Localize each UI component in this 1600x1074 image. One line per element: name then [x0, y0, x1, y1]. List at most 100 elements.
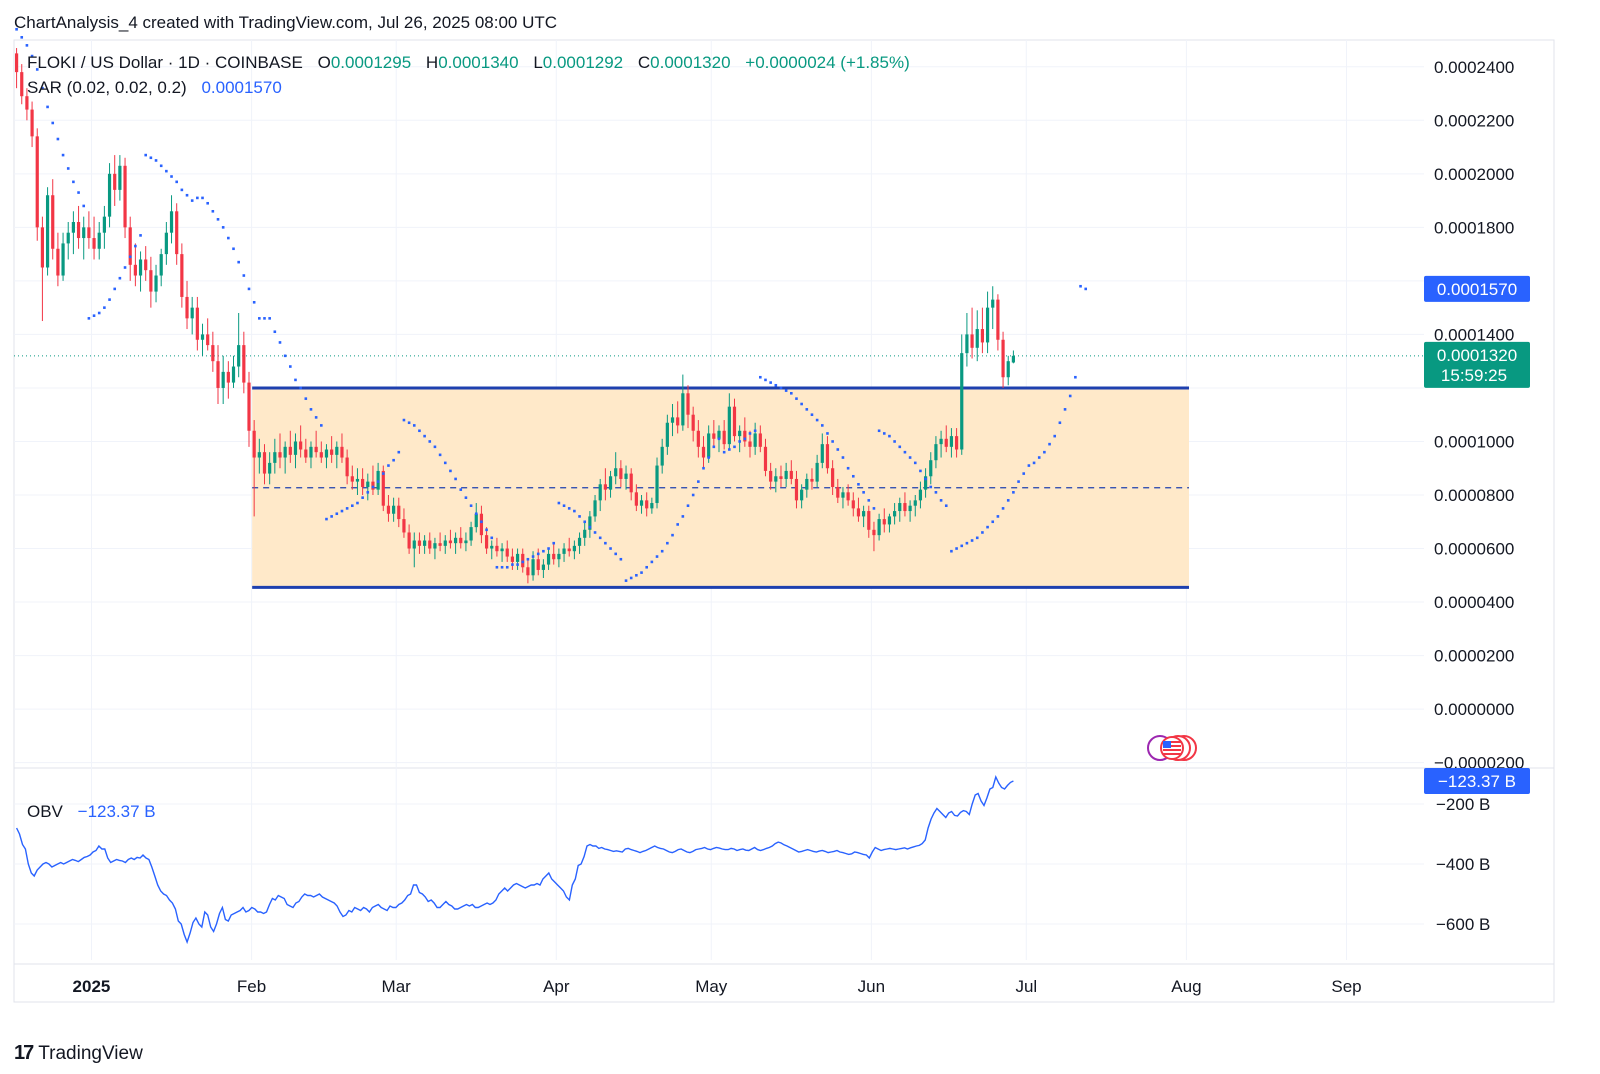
sar-dot — [542, 549, 545, 553]
candle — [743, 417, 747, 447]
obv-legend[interactable]: OBV −123.37 B — [27, 802, 156, 822]
candle — [169, 195, 174, 244]
candle-body — [562, 548, 566, 554]
sar-dot — [738, 440, 741, 443]
candle — [882, 508, 886, 533]
candle-body — [805, 478, 809, 490]
candle-body — [154, 275, 158, 292]
candle-body — [908, 505, 912, 512]
symbol-title[interactable]: FLOKI / US Dollar · 1D · COINBASE — [27, 53, 303, 72]
candle-body — [231, 366, 236, 383]
obv-tick-label: −600 B — [1436, 915, 1490, 934]
candle-body — [825, 444, 830, 469]
candle-body — [526, 567, 530, 576]
candle — [443, 535, 447, 554]
candle — [515, 548, 520, 570]
candle — [722, 420, 726, 450]
flag-canton — [1163, 741, 1171, 748]
candle — [366, 473, 370, 501]
candle-body — [87, 227, 91, 239]
candle-body — [877, 519, 881, 536]
candle — [484, 527, 489, 554]
obv-label-bg — [1424, 768, 1530, 795]
candle-body — [185, 296, 189, 319]
candle-body — [536, 559, 540, 570]
candle-body — [660, 446, 664, 466]
candle-body — [856, 508, 861, 517]
sar-dot — [206, 201, 209, 205]
candle-body — [366, 481, 370, 487]
sar-dot — [800, 402, 803, 406]
candle — [30, 101, 34, 148]
price-tick-label: 0.0000600 — [1434, 540, 1514, 559]
candle — [908, 500, 912, 522]
candle — [810, 468, 814, 490]
pane-border — [13, 39, 1555, 1003]
candle — [262, 444, 267, 485]
candle — [376, 462, 380, 495]
candle-body — [361, 478, 365, 487]
sar-dot — [66, 167, 70, 170]
candle-body — [629, 473, 633, 493]
sar-dot — [934, 491, 938, 494]
time-axis[interactable]: 2025 Feb Mar Apr May Jun Jul Aug Sep — [73, 977, 1362, 996]
economic-events[interactable] — [1147, 735, 1197, 761]
sar-dot — [790, 391, 793, 395]
candle — [237, 313, 241, 378]
sar-dot — [717, 437, 721, 441]
candle — [836, 478, 840, 504]
candle-body — [975, 329, 979, 348]
candle — [133, 243, 137, 287]
symbol-legend[interactable]: FLOKI / US Dollar · 1D · COINBASE O0.000… — [27, 53, 910, 73]
sar-dot — [97, 311, 101, 315]
candle — [61, 232, 65, 281]
candle — [985, 291, 990, 354]
candle-body — [789, 470, 793, 479]
candle — [1011, 350, 1015, 364]
candle — [624, 465, 628, 490]
candle-body — [557, 553, 561, 560]
candle — [769, 462, 773, 490]
candle-body — [66, 232, 70, 244]
candle-body — [619, 468, 623, 479]
candle-body — [831, 468, 835, 487]
sar-dot — [407, 421, 411, 425]
sar-dot — [531, 555, 535, 558]
candle-body — [216, 361, 220, 388]
obv-label[interactable]: OBV — [27, 802, 63, 821]
sar-dot — [423, 434, 426, 438]
tradingview-logo[interactable]: 17 TradingView — [14, 1042, 143, 1065]
candle — [960, 334, 964, 455]
candle-body — [1011, 355, 1015, 363]
sar-dot — [965, 541, 969, 545]
candle — [66, 222, 70, 260]
candle-body — [118, 165, 122, 190]
candle — [991, 286, 995, 330]
candle-body — [960, 353, 964, 450]
candle-body — [252, 430, 256, 458]
candle — [681, 374, 685, 431]
candle-body — [712, 433, 716, 439]
sar-dot — [939, 499, 943, 502]
sar-label[interactable]: SAR (0.02, 0.02, 0.2) — [27, 78, 187, 97]
candle — [371, 465, 375, 495]
candle — [567, 537, 571, 557]
sar-dot — [61, 153, 65, 157]
candle — [841, 486, 845, 509]
sar-dot — [810, 413, 814, 417]
candle — [619, 460, 623, 487]
sar-dot — [836, 448, 840, 451]
candlestick-series[interactable] — [14, 48, 1015, 584]
sar-dot — [1079, 284, 1082, 288]
candle-body — [655, 465, 659, 504]
candle-body — [887, 516, 892, 525]
candle — [278, 433, 282, 469]
candle-body — [350, 476, 354, 482]
candle — [51, 179, 55, 260]
price-axis[interactable]: 0.0002400 0.0002200 0.0002000 0.0001800 0.00… — [1434, 58, 1524, 934]
obv-series[interactable] — [15, 775, 1014, 945]
candle — [505, 540, 509, 562]
sar-legend[interactable]: SAR (0.02, 0.02, 0.2) 0.0001570 — [27, 78, 282, 98]
